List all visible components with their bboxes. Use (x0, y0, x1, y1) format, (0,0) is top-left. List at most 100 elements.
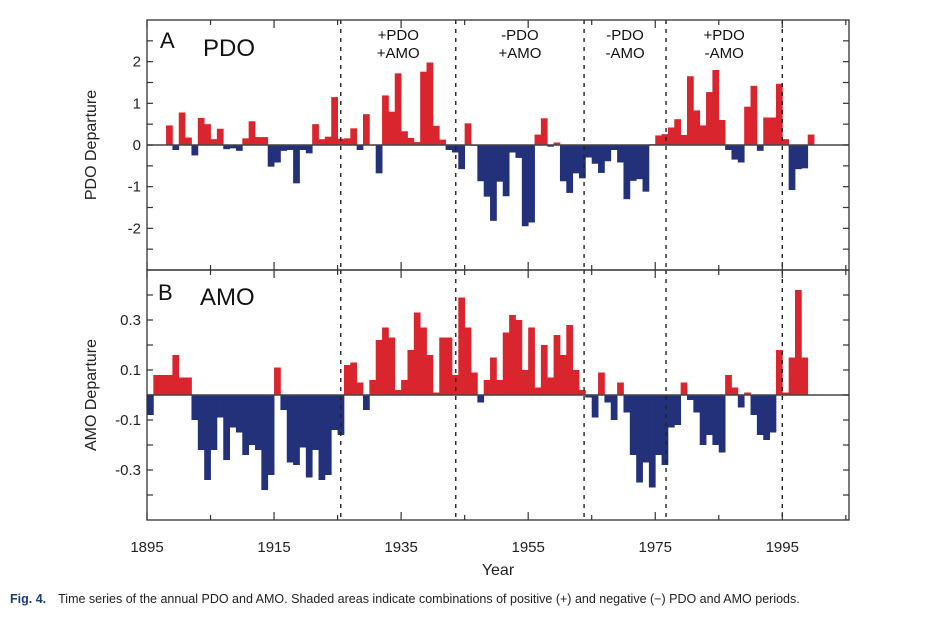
amo-bar-1930 (369, 380, 377, 395)
pdo-bar-1918 (293, 145, 300, 184)
amo-bar-1995 (782, 392, 790, 395)
amo-bar-1924 (331, 395, 338, 430)
amo-bar-1912 (255, 395, 262, 450)
pdo-bar-1903 (197, 117, 205, 145)
amo-bar-1914 (267, 395, 275, 475)
pdo-bar-1948 (483, 145, 491, 197)
pdo-panel-letter: A (160, 28, 175, 53)
pdo-bar-1977 (667, 127, 675, 145)
pdo-bar-1905 (210, 139, 218, 145)
phase-labels: +PDO +AMO -PDO +AMO -PDO -AMO +PDO -AMO (377, 27, 745, 62)
pdo-bar-1983 (706, 92, 713, 145)
pdo-bar-1933 (388, 111, 396, 145)
amo-bar-1991 (756, 395, 764, 435)
amo-bar-1933 (388, 337, 396, 395)
pdo-bar-1987 (731, 145, 739, 160)
pdo-bar-1976 (661, 134, 669, 145)
pdo-bar-1973 (642, 145, 650, 192)
pdo-bar-1920 (305, 145, 313, 154)
amo-bar-1900 (178, 377, 186, 395)
pdo-bar-1986 (725, 145, 732, 150)
pdo-bar-1966 (598, 145, 605, 173)
amo-bar-1916 (280, 395, 288, 410)
amo-y-tick-labels: 0.3 0.1 -0.1 -0.3 (115, 312, 141, 479)
pdo-bar-1953 (515, 145, 523, 158)
phase-label-line1: -PDO (606, 27, 644, 44)
pdo-bar-1916 (280, 145, 288, 151)
amo-bar-1920 (305, 395, 313, 478)
phase-divider-lines (340, 20, 783, 270)
amo-bar-1939 (426, 355, 434, 395)
amo-bar-1966 (598, 372, 605, 395)
amo-y-tick-label: 0.1 (120, 362, 141, 379)
pdo-bar-1969 (617, 145, 624, 163)
x-tick-label: 1895 (130, 539, 163, 556)
pdo-bar-1970 (623, 145, 631, 200)
pdo-bar-1978 (674, 119, 682, 145)
pdo-bar-1913 (261, 137, 269, 145)
pdo-bar-1947 (477, 145, 485, 182)
amo-bar-1907 (223, 395, 230, 460)
amo-bar-1974 (648, 395, 656, 488)
amo-bar-1994 (775, 350, 783, 395)
pdo-bar-1964 (585, 145, 593, 158)
pdo-bar-1968 (610, 145, 618, 150)
pdo-bar-1924 (331, 97, 338, 145)
amo-bar-1943 (451, 375, 459, 395)
pdo-bar-1909 (235, 145, 243, 151)
amo-bar-1896 (153, 375, 161, 395)
amo-bar-1936 (407, 350, 415, 395)
pdo-bar-1997 (795, 145, 802, 170)
amo-bar-1969 (617, 382, 624, 395)
amo-bar-1903 (197, 395, 205, 450)
pdo-bar-1988 (737, 145, 745, 163)
amo-y-axis-title: AMO Departure (83, 339, 100, 451)
amo-bar-1997 (795, 290, 802, 395)
amo-bar-1980 (687, 395, 694, 400)
amo-panel-letter: B (158, 280, 173, 305)
amo-bar-1955 (528, 327, 535, 395)
amo-bar-1919 (299, 395, 307, 448)
amo-bar-1965 (591, 395, 599, 418)
amo-bar-1948 (483, 380, 491, 395)
pdo-y-tick-labels: 2 1 0 -1 -2 (128, 54, 141, 238)
pdo-bar-1996 (788, 145, 796, 190)
amo-bar-1960 (559, 355, 567, 395)
pdo-bar-1936 (407, 137, 415, 145)
x-tick-label: 1915 (257, 539, 290, 556)
pdo-bar-1914 (267, 145, 275, 167)
amo-bar-1977 (667, 395, 675, 428)
phase-label-line2: +AMO (498, 45, 541, 62)
amo-bar-1950 (496, 380, 504, 395)
amo-bar-1941 (439, 337, 446, 395)
amo-bar-1899 (172, 355, 180, 395)
pdo-bar-1952 (509, 145, 516, 153)
pdo-bar-1925 (337, 138, 345, 145)
amo-bar-1981 (693, 395, 701, 413)
pdo-bar-1929 (363, 114, 370, 145)
amo-bar-1897 (159, 375, 167, 395)
pdo-bar-1901 (185, 137, 192, 145)
amo-bar-1988 (737, 395, 745, 408)
amo-bar-1909 (235, 395, 243, 433)
pdo-bar-1899 (172, 145, 180, 150)
pdo-bar-1962 (572, 145, 580, 174)
pdo-bar-1971 (629, 145, 637, 181)
amo-bar-1901 (185, 377, 192, 395)
pdo-bar-1999 (807, 134, 815, 145)
pdo-bar-1934 (394, 73, 402, 145)
amo-bar-1926 (343, 365, 351, 395)
amo-bar-1956 (534, 387, 542, 395)
amo-bar-1931 (375, 340, 383, 395)
amo-bar-1985 (718, 395, 726, 453)
pdo-bar-1957 (540, 118, 548, 145)
x-axis-title: Year (482, 562, 515, 579)
amo-bar-1949 (490, 357, 497, 395)
amo-bar-1913 (261, 395, 269, 490)
amo-bar-1998 (801, 357, 809, 395)
pdo-bar-1994 (775, 83, 783, 145)
pdo-bar-1921 (312, 124, 319, 145)
amo-bar-1953 (515, 320, 523, 395)
pdo-bar-1941 (439, 139, 446, 145)
amo-bar-1895 (147, 395, 154, 415)
